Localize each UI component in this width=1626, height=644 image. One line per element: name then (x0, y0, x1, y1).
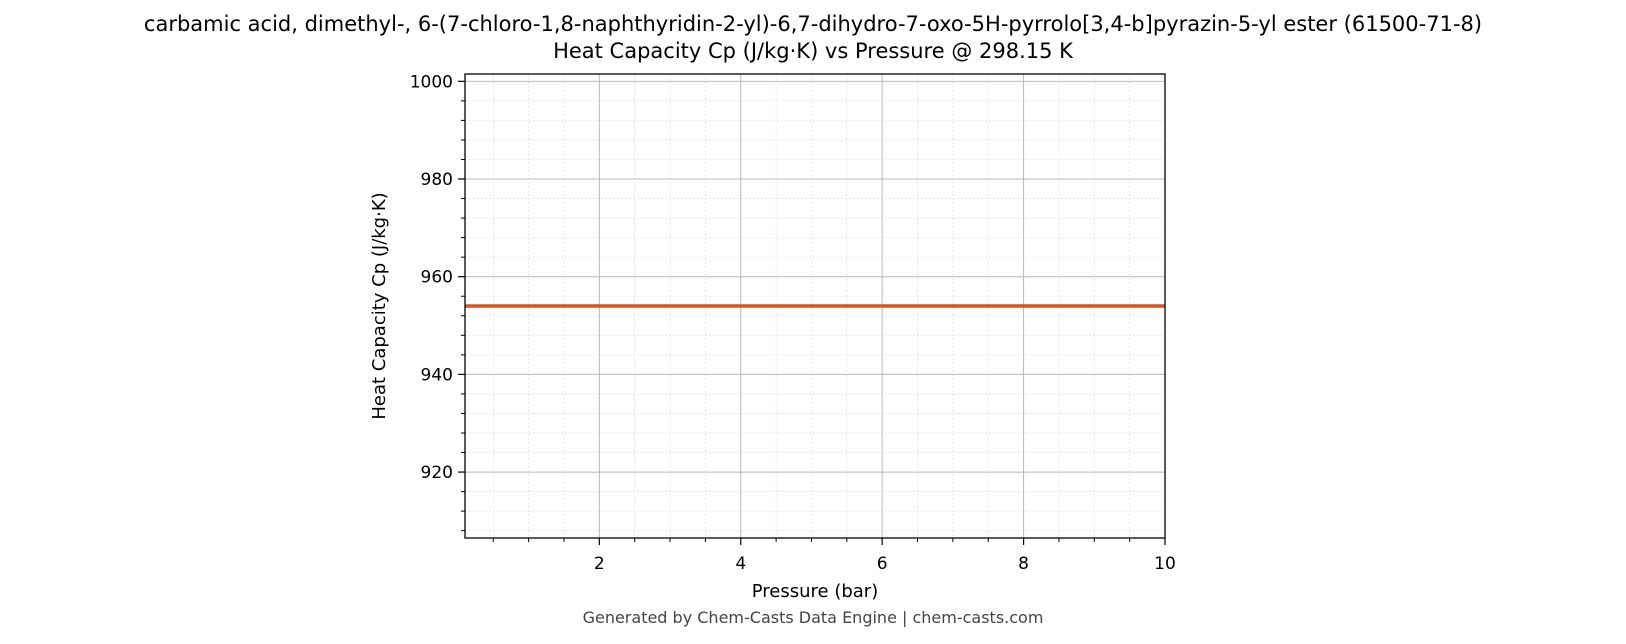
y-axis-label: Heat Capacity Cp (J/kg·K) (369, 192, 390, 419)
y-tick-label: 940 (421, 365, 453, 385)
y-tick-label: 1000 (410, 72, 453, 92)
y-tick-label: 920 (421, 463, 453, 483)
x-tick-label: 2 (594, 554, 605, 574)
x-axis-label: Pressure (bar) (752, 581, 878, 602)
x-tick-label: 4 (735, 554, 746, 574)
chart-title: carbamic acid, dimethyl-, 6-(7-chloro-1,… (143, 12, 1483, 36)
plot-frame (464, 73, 1166, 539)
x-tick-label: 6 (877, 554, 888, 574)
tick-labels: 2 4 6 8 10 920 940 960 980 1000 (410, 72, 1176, 574)
chart-subtitle: Heat Capacity Cp (J/kg·K) vs Pressure @ … (553, 39, 1073, 63)
axis-ticks (458, 80, 1166, 545)
x-tick-label: 8 (1018, 554, 1029, 574)
footer-credit: Generated by Chem-Casts Data Engine | ch… (582, 608, 1044, 627)
y-tick-label: 980 (421, 170, 453, 190)
y-tick-label: 960 (421, 268, 453, 288)
x-tick-label: 10 (1154, 554, 1176, 574)
